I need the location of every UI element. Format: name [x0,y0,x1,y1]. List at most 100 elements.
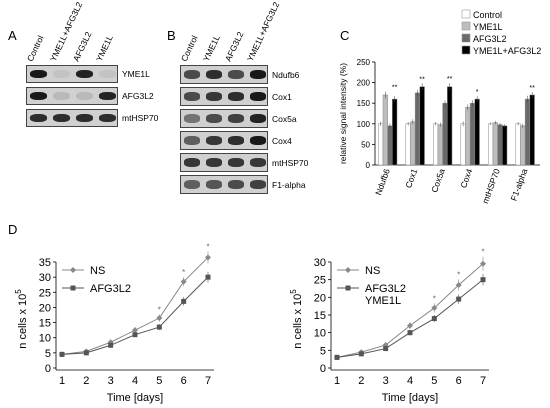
significance-mark: * [206,242,209,251]
y-tick-label: 10 [39,333,51,345]
panel-a-band [99,91,116,101]
panel-b-band [250,158,266,167]
y-tick-label: 10 [314,328,326,340]
bar [465,107,471,166]
y-tick-label: 25 [39,287,51,299]
panel-b-band [206,136,222,145]
bar [502,125,508,166]
y-axis-label: n cells x 105 [289,289,304,349]
panel-b-band [206,180,222,189]
significance-mark: * [158,305,161,314]
legend-marker [345,267,351,273]
panel-b-row-label: Cox4 [272,135,292,146]
bar [414,92,421,166]
y-tick-label: 20 [314,292,326,304]
legend-marker [345,285,351,291]
x-tick-label: 5 [156,375,162,387]
y-tick-label: 30 [314,257,326,269]
legend-swatch [461,21,471,31]
x-tick-label: 6 [181,375,187,387]
data-point [83,350,89,356]
data-point [156,315,163,322]
series-line [61,276,209,355]
y-axis-label: relative signal intensity (%) [338,63,348,164]
panel-b-band [228,92,244,101]
legend-label: AFG3L2 [365,283,406,295]
panel-a-band [99,113,116,123]
legend-swatch [461,33,471,43]
panel-b-band [228,136,244,145]
data-point [480,277,486,283]
bar [529,94,535,166]
bar [469,102,476,166]
x-tick-label: 5 [431,375,437,387]
data-point [455,281,462,288]
x-tick-label: 3 [383,375,389,387]
y-tick-label: 0 [45,363,51,375]
x-axis-label: Time [days] [107,392,163,404]
panel-a-row-label: mtHSP70 [122,113,159,123]
panel-b-band [250,136,266,145]
panel-b-blot-row [180,131,268,150]
data-point [205,274,211,280]
panel-a-band [30,69,47,79]
panel-b-band [228,114,244,123]
panel-b-band [228,180,244,189]
panel-a-band [53,91,70,101]
bar [520,125,526,166]
panel-b-blot-row [180,109,268,128]
bar [437,124,443,166]
x-tick-label: 7 [205,375,211,387]
x-tick-label: 7 [480,375,486,387]
legend-marker [70,285,76,291]
panel-a-band [53,69,70,79]
y-tick-label: 5 [45,348,51,360]
data-point [156,324,162,330]
panel-b-band [206,70,222,79]
panel-b-column-label: YME1L+AFG3L2 [244,0,281,63]
data-point [132,327,138,334]
bar [433,123,439,166]
panel-b-band [228,158,244,167]
panel-c-letter: C [340,28,350,43]
bar [442,102,448,166]
data-point [383,346,389,352]
data-point [431,316,437,322]
panel-b-row-label: Ndufb6 [272,69,300,80]
legend-marker [70,267,76,273]
data-point [480,260,486,267]
significance-mark: ** [392,85,398,92]
data-point [205,254,211,261]
line-chart-d1: 0 5 10 15 20 25 30 35 1 2 3 4 5 6 7 Time [days] n cells … [14,242,214,404]
data-point [59,351,65,357]
x-tick-label: mtHSP70 [480,167,502,205]
panel-d-letter: D [8,222,18,237]
panel-b-band [250,92,266,101]
panel-b-band [206,114,222,123]
x-tick-label: 2 [83,375,89,387]
bar [474,98,480,166]
data-point [456,296,462,302]
panel-b-row-label: Cox1 [272,91,292,102]
y-tick-label: 150 [357,99,371,108]
panel-a-blot-row [26,65,118,83]
legend-label: YME1L [365,295,401,307]
bar [405,123,411,166]
y-tick-label: 15 [39,318,51,330]
panel-b-band [206,92,222,101]
data-point [358,351,364,357]
series-line [336,263,484,358]
y-tick-label: 250 [357,58,371,67]
bar [392,98,398,166]
panel-b-row-label: F1-alpha [272,179,306,190]
y-tick-label: 5 [320,345,326,357]
data-point [180,278,187,285]
x-tick-label: 6 [456,375,462,387]
panel-b-band [184,180,200,189]
bar [497,124,503,166]
panel-b-row-label: Cox5a [272,113,297,124]
x-tick-label: 4 [407,375,413,387]
y-tick-label: 35 [39,257,51,269]
legend-label: AFG3L2 [90,283,131,295]
panel-b-blot-row [180,65,268,84]
